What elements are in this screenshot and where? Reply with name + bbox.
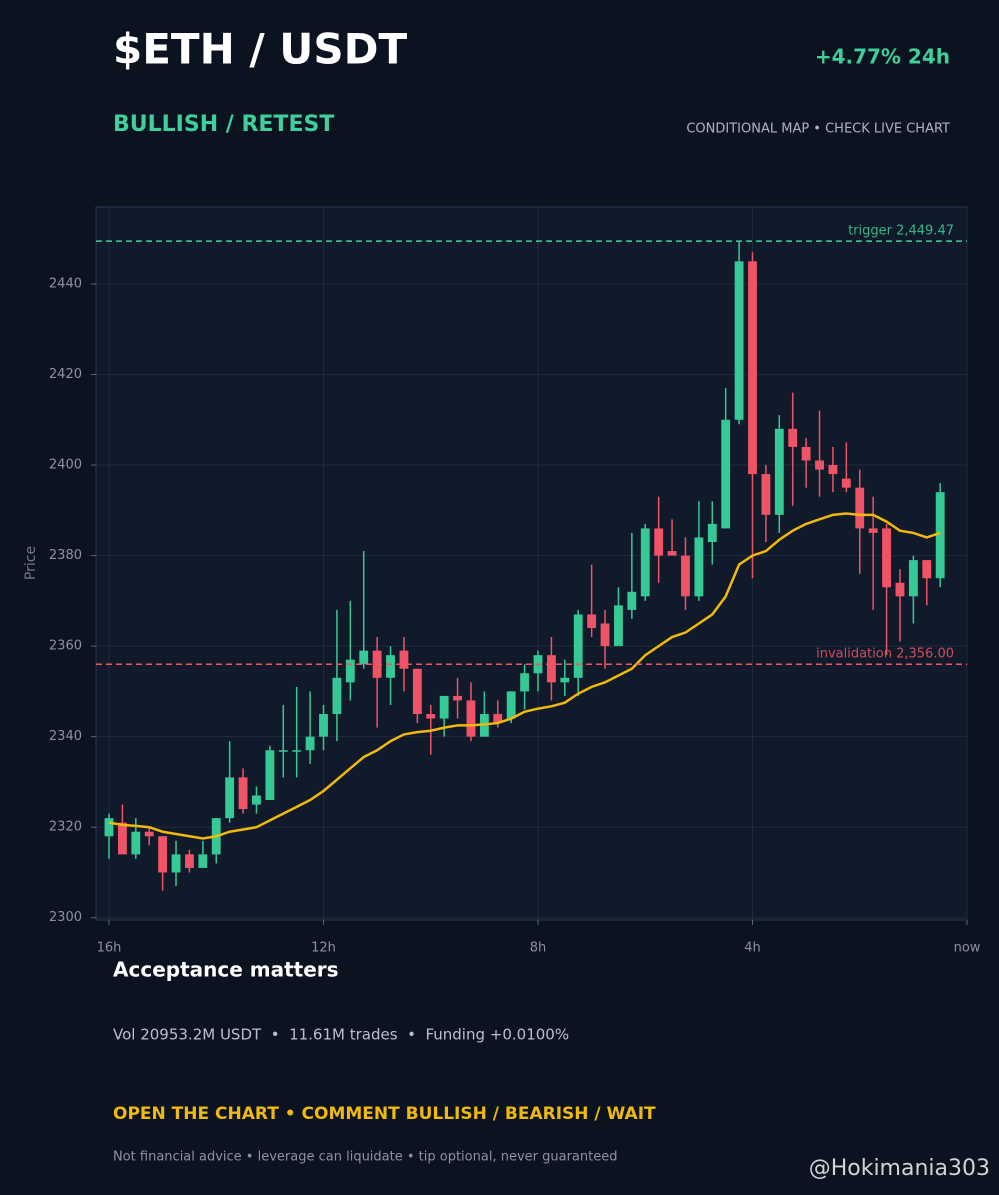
candle-body [493,714,503,724]
candle-body [935,492,945,579]
candle-body [895,582,905,597]
candle-body [386,655,395,678]
candle-body [319,714,328,737]
candle-body [412,668,422,715]
candle-body [573,614,583,678]
candle-body [721,419,731,529]
candle-body [453,695,462,701]
candle-body [788,428,798,447]
candle-body [801,446,811,461]
candle-body [520,673,530,692]
moving-average [108,512,941,840]
candle-body [399,650,409,669]
candle-body [614,605,623,647]
candle-body [104,818,114,837]
y-tick-label: 2300 [49,910,82,925]
candle-body [627,591,637,610]
bias: BULLISH / RETEST [113,112,334,137]
candle-body [761,474,771,515]
watermark: @Hokimania303 [809,1156,990,1181]
cta: OPEN THE CHART • COMMENT BULLISH / BEARI… [113,1104,656,1124]
candle-body [654,528,664,556]
y-axis-label: Price [23,546,39,580]
candle-body [681,555,690,597]
candle-body [694,537,704,597]
stats: Vol 20953.2M USDT • 11.61M trades • Fund… [113,1026,569,1044]
candle-body [855,487,865,529]
candle-body [185,854,194,868]
x-tick-label: 16h [97,941,122,956]
candle-body [305,736,315,751]
candle-body [131,831,141,855]
candle-body [426,714,436,719]
heading: Acceptance matters [113,958,339,982]
candle-body [198,854,208,868]
candle-body [707,523,717,542]
candle-body [734,261,744,420]
candle-body [252,795,261,805]
candle-body [171,854,181,873]
candle-body [225,777,235,819]
candle-body [265,750,275,801]
candle-body [238,777,248,810]
candle-body [640,528,650,597]
change: +4.77% 24h [815,45,950,69]
candle-body [748,261,757,475]
candle-body [546,655,556,683]
candle-body [292,750,302,752]
candle-body [466,700,476,737]
candle-body [841,478,851,488]
x-tick-label: 12h [311,941,336,956]
candle-body [922,560,932,579]
note: CONDITIONAL MAP • CHECK LIVE CHART [686,122,950,137]
level-label: invalidation 2,356.00 [816,647,954,662]
title: $ETH / USDT [113,25,408,74]
candle-body [587,614,597,629]
x-tick-label: 8h [530,941,547,956]
disclaimer: Not financial advice • leverage can liqu… [113,1150,617,1165]
candle-body [828,465,838,475]
candle-body [439,695,449,719]
candle-body [506,691,516,719]
candle-body [908,560,918,597]
candle-body [345,659,355,683]
candle-body [144,831,154,837]
candle-body [868,528,878,533]
candle-body [774,428,784,515]
x-tick-label: now [954,941,981,956]
candle-body [600,623,610,647]
x-tick-label: 4h [744,941,761,956]
candle-body [158,836,168,873]
candle-body [332,677,342,715]
level-label: trigger 2,449.47 [848,224,954,239]
candle-body [560,677,570,683]
y-tick-label: 2440 [49,276,82,291]
y-tick-label: 2380 [49,548,82,563]
y-tick-label: 2320 [49,820,82,835]
candle-body [667,551,677,556]
candle-body [278,750,288,752]
y-tick-label: 2420 [49,367,82,382]
y-tick-label: 2360 [49,639,82,654]
candle-body [117,822,127,855]
candle-body [359,650,369,665]
candle-body [815,460,824,470]
y-tick-label: 2340 [49,729,82,744]
y-tick-label: 2400 [49,458,82,473]
candle-body [882,528,891,588]
